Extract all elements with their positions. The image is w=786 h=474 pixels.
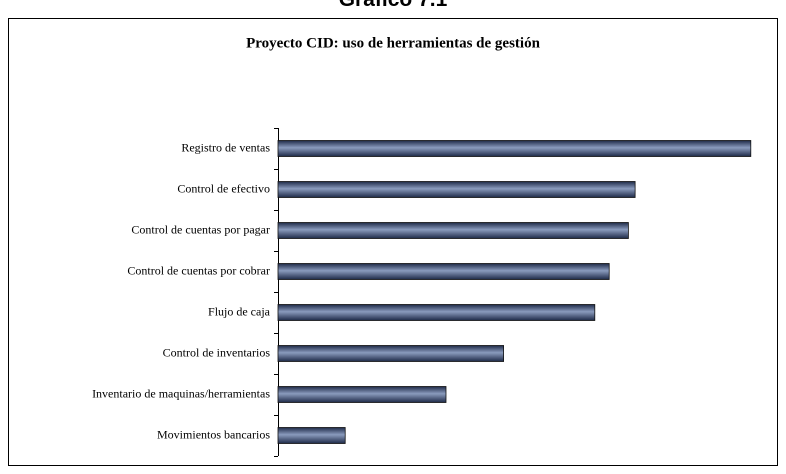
category-label: Inventario de maquinas/herramientas xyxy=(92,386,270,400)
category-label: Flujo de caja xyxy=(208,304,271,318)
category-label: Control de cuentas por pagar xyxy=(131,222,270,236)
bar xyxy=(277,222,629,239)
bar xyxy=(277,263,610,280)
bar xyxy=(277,304,596,321)
category-label: Movimientos bancarios xyxy=(157,427,270,441)
bar xyxy=(277,427,346,444)
category-label: Control de cuentas por cobrar xyxy=(127,263,270,277)
heading: Gráfico 7.1 xyxy=(339,0,448,11)
chart-frame xyxy=(8,18,778,466)
bar xyxy=(277,345,505,362)
bar xyxy=(277,181,636,198)
bar xyxy=(277,140,752,157)
chart-title: Proyecto CID: uso de herramientas de ges… xyxy=(246,35,541,51)
bar xyxy=(277,386,447,403)
category-label: Control de inventarios xyxy=(163,345,271,359)
category-label: Registro de ventas xyxy=(181,140,270,154)
category-label: Control de efectivo xyxy=(177,181,270,195)
